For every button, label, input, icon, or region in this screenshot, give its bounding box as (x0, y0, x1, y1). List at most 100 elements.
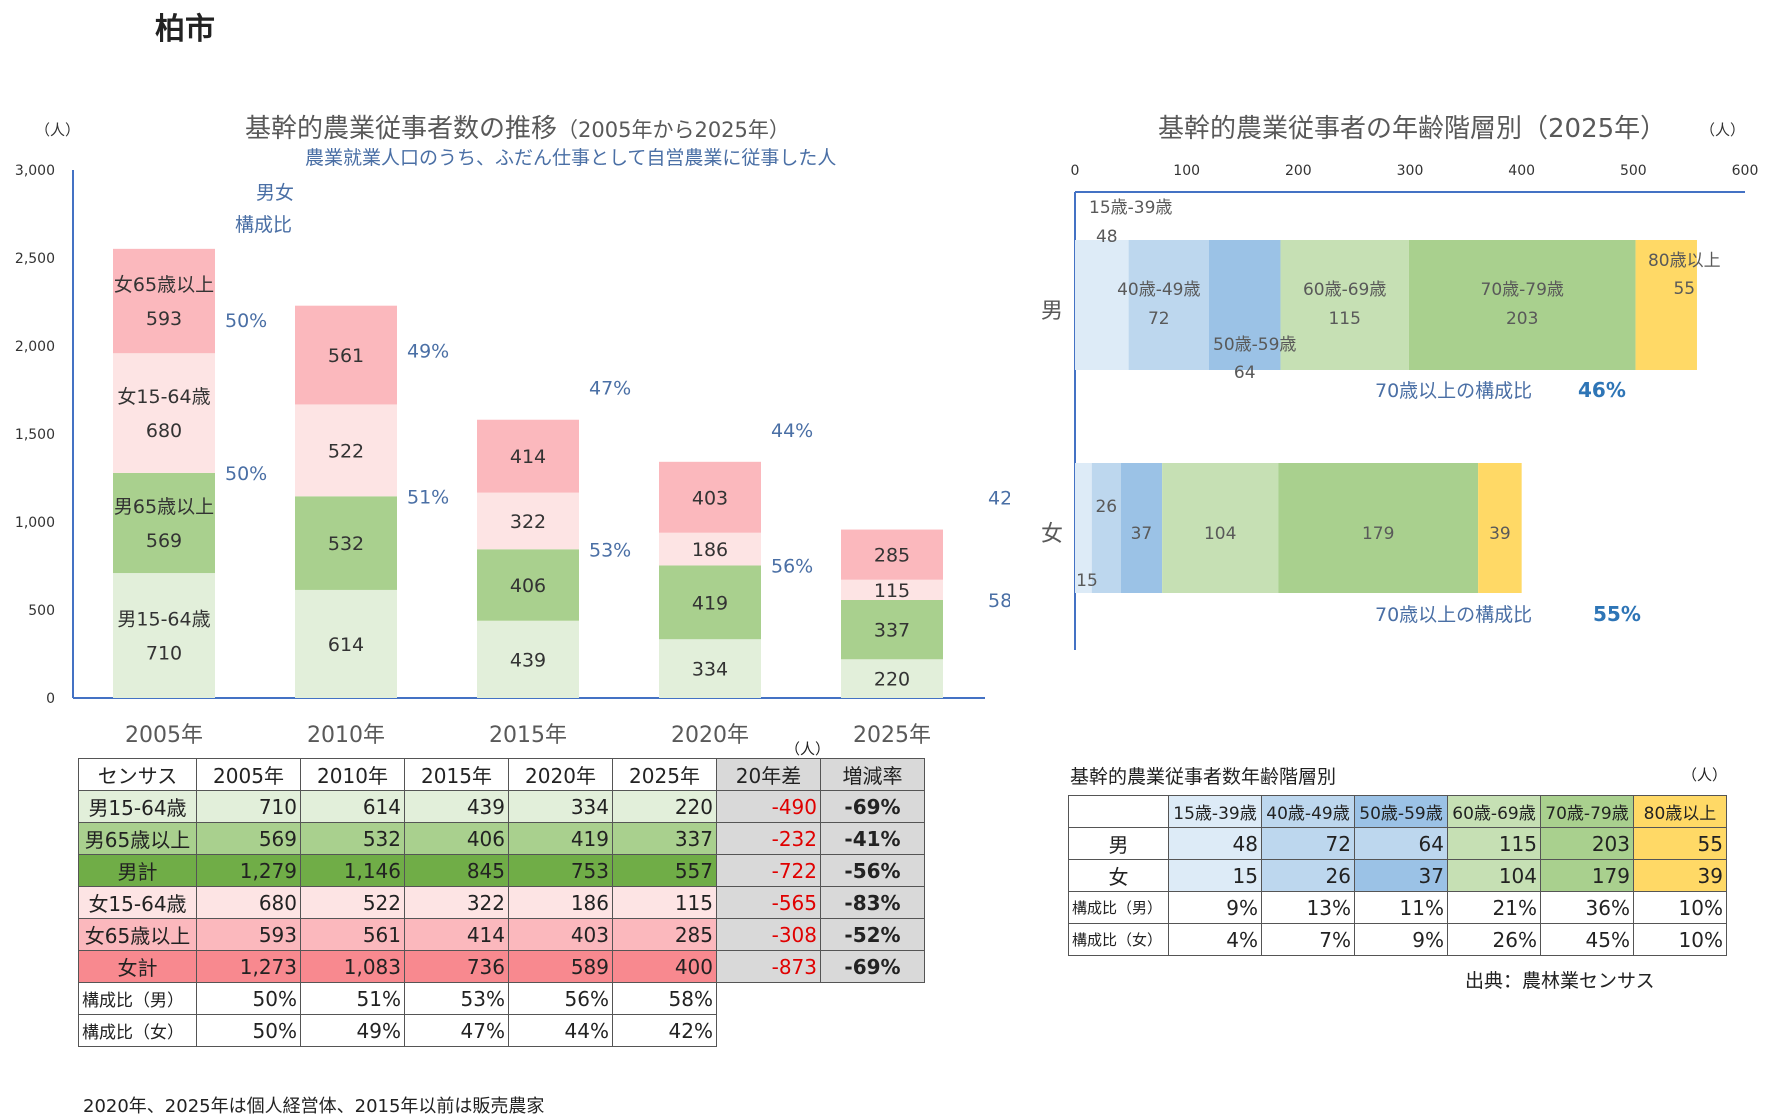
female-15-64-segment (841, 579, 943, 600)
left-chart-bars: 男15-64歳 710 男65歳以上 569 女15-64歳 680 女65歳以上 593 20… (113, 248, 1010, 748)
female-15-64-segment (113, 353, 215, 473)
census-cell: 414 (404, 918, 509, 951)
age-header-cell (1068, 795, 1169, 828)
male-ratio-label: 53% (589, 539, 631, 561)
empty-cell (821, 1015, 925, 1047)
age-cell: 203 (1540, 827, 1634, 860)
age-70-79-segment (1408, 240, 1636, 370)
census-cell: 220 (612, 790, 717, 823)
census-header-cell: 2010年 (300, 758, 405, 791)
left-x-tick-label: 2010年 (307, 723, 385, 748)
age-60-69-segment (1280, 240, 1409, 370)
census-rate: -56% (820, 854, 925, 887)
bar-value-label: 532 (328, 533, 364, 555)
right-chart-bars: 15歳-39歳 48 40歳-49歳 72 50歳-59歳 64 60歳-69歳 115 70歳… (1075, 198, 1721, 626)
census-cell: 1,279 (196, 854, 301, 887)
empty-cell (821, 983, 925, 1015)
right-x-tick-label: 0 (1071, 163, 1080, 179)
female-ratio-label: 42% (988, 488, 1010, 510)
census-diff: -873 (716, 950, 821, 983)
census-header-cell: 2025年 (612, 758, 717, 791)
census-rate: -83% (820, 886, 925, 919)
bar-value-label: 115 (1328, 309, 1360, 329)
empty-cell (717, 1015, 821, 1047)
age-50-59-segment (1209, 240, 1281, 370)
census-diff: -232 (716, 822, 821, 855)
right-chart-unit: （人） (1700, 121, 1745, 139)
census-cell: 58% (612, 982, 717, 1015)
left-x-tick-label: 2025年 (853, 723, 931, 748)
source-note: 出典：農林業センサス (1465, 970, 1655, 992)
census-row-male-15-64: 男15-64歳 710 614 439 334 220 -490 -69% (78, 790, 925, 823)
census-table-unit: （人） (785, 740, 831, 758)
age-row-label: 女 (1068, 859, 1169, 892)
census-cell: 47% (404, 1014, 509, 1047)
age-header-cell: 40歳-49歳 (1261, 795, 1355, 828)
ratio-caption: 70歳以上の構成比 (1375, 380, 1532, 402)
census-row-label: 構成比（女） (78, 1014, 197, 1047)
left-chart-annotation-1: 男女 (256, 182, 294, 204)
census-cell: 736 (404, 950, 509, 983)
census-rate: -69% (820, 790, 925, 823)
age-80-segment (1478, 463, 1522, 593)
census-header-cell: 2005年 (196, 758, 301, 791)
series-name-label: 70歳-79歳 (1481, 280, 1564, 300)
bar-value-label: 322 (510, 511, 546, 533)
bar-value-label: 403 (692, 487, 728, 509)
staffing-trend-chart: （人） 基幹的農業従事者数の推移（2005年から2025年） 農業就業人口のうち… (15, 114, 1010, 748)
bar-value-label: 220 (874, 669, 910, 691)
age-80-segment (1635, 240, 1697, 370)
census-row-female-total: 女計 1,273 1,083 736 589 400 -873 -69% (78, 950, 925, 983)
bar-value-label: 439 (510, 649, 546, 671)
empty-cell (717, 983, 821, 1015)
left-x-tick-label: 2015年 (489, 723, 567, 748)
series-name-label: 40歳-49歳 (1117, 280, 1200, 300)
census-header-cell: 増減率 (820, 758, 925, 791)
left-chart-annotation-2: 構成比 (235, 214, 292, 236)
age-cell: 7% (1261, 923, 1355, 956)
left-y-tick-label: 1,500 (15, 427, 55, 443)
left-y-tick-label: 0 (46, 691, 55, 707)
census-row-female-65: 女65歳以上 593 561 414 403 285 -308 -52% (78, 918, 925, 951)
census-row-label: 女15-64歳 (78, 886, 197, 919)
census-row-male-65: 男65歳以上 569 532 406 419 337 -232 -41% (78, 822, 925, 855)
census-row-label: 男65歳以上 (78, 822, 197, 855)
age-cell: 55 (1633, 827, 1727, 860)
age-structure-chart: 基幹的農業従事者の年齢階層別（2025年） （人） 0 100 200 300 400 5… (1041, 114, 1759, 650)
male-ratio-label: 56% (771, 555, 813, 577)
bar-value-label: 115 (874, 580, 910, 602)
right-x-tick-label: 600 (1732, 163, 1759, 179)
bar-value-label: 37 (1131, 524, 1153, 544)
series-name-label: 男15-64歳 (117, 609, 210, 631)
female-15-64-segment (659, 532, 761, 566)
census-cell: 50% (196, 982, 301, 1015)
census-cell: 334 (508, 790, 613, 823)
census-row-female-15-64: 女15-64歳 680 522 322 186 115 -565 -83% (78, 886, 925, 919)
page-title: 柏市 (155, 12, 215, 47)
bar-value-label: 710 (146, 643, 182, 665)
left-chart-axes: 0 500 1,000 1,500 2,000 2,500 3,000 (15, 163, 985, 707)
census-cell: 593 (196, 918, 301, 951)
bar-value-label: 48 (1096, 227, 1118, 247)
left-y-tick-label: 1,000 (15, 515, 55, 531)
bar-value-label: 72 (1148, 309, 1170, 329)
right-category-label: 女 (1041, 522, 1063, 547)
age-header-row: 15歳-39歳 40歳-49歳 50歳-59歳 60歳-69歳 70歳-79歳 … (1068, 795, 1727, 828)
right-category-label: 男 (1041, 299, 1063, 324)
age-cell: 39 (1633, 859, 1727, 892)
census-row-label: 男15-64歳 (78, 790, 197, 823)
right-chart-title: 基幹的農業従事者の年齢階層別（2025年） (1158, 114, 1666, 144)
female-15-64-segment (477, 492, 579, 550)
census-cell: 50% (196, 1014, 301, 1047)
census-header-cell: 2020年 (508, 758, 613, 791)
age-row-label: 構成比（女） (1068, 923, 1169, 956)
age-70-79-segment (1278, 463, 1479, 593)
male-65-segment (841, 599, 943, 660)
female-ratio-label: 50% (225, 310, 267, 332)
census-cell: 403 (508, 918, 613, 951)
census-header-cell: 2015年 (404, 758, 509, 791)
female-65-segment (841, 529, 943, 580)
bar-value-label: 39 (1489, 524, 1511, 544)
male-65-segment (113, 472, 215, 574)
series-name-label: 15歳-39歳 (1089, 198, 1172, 218)
